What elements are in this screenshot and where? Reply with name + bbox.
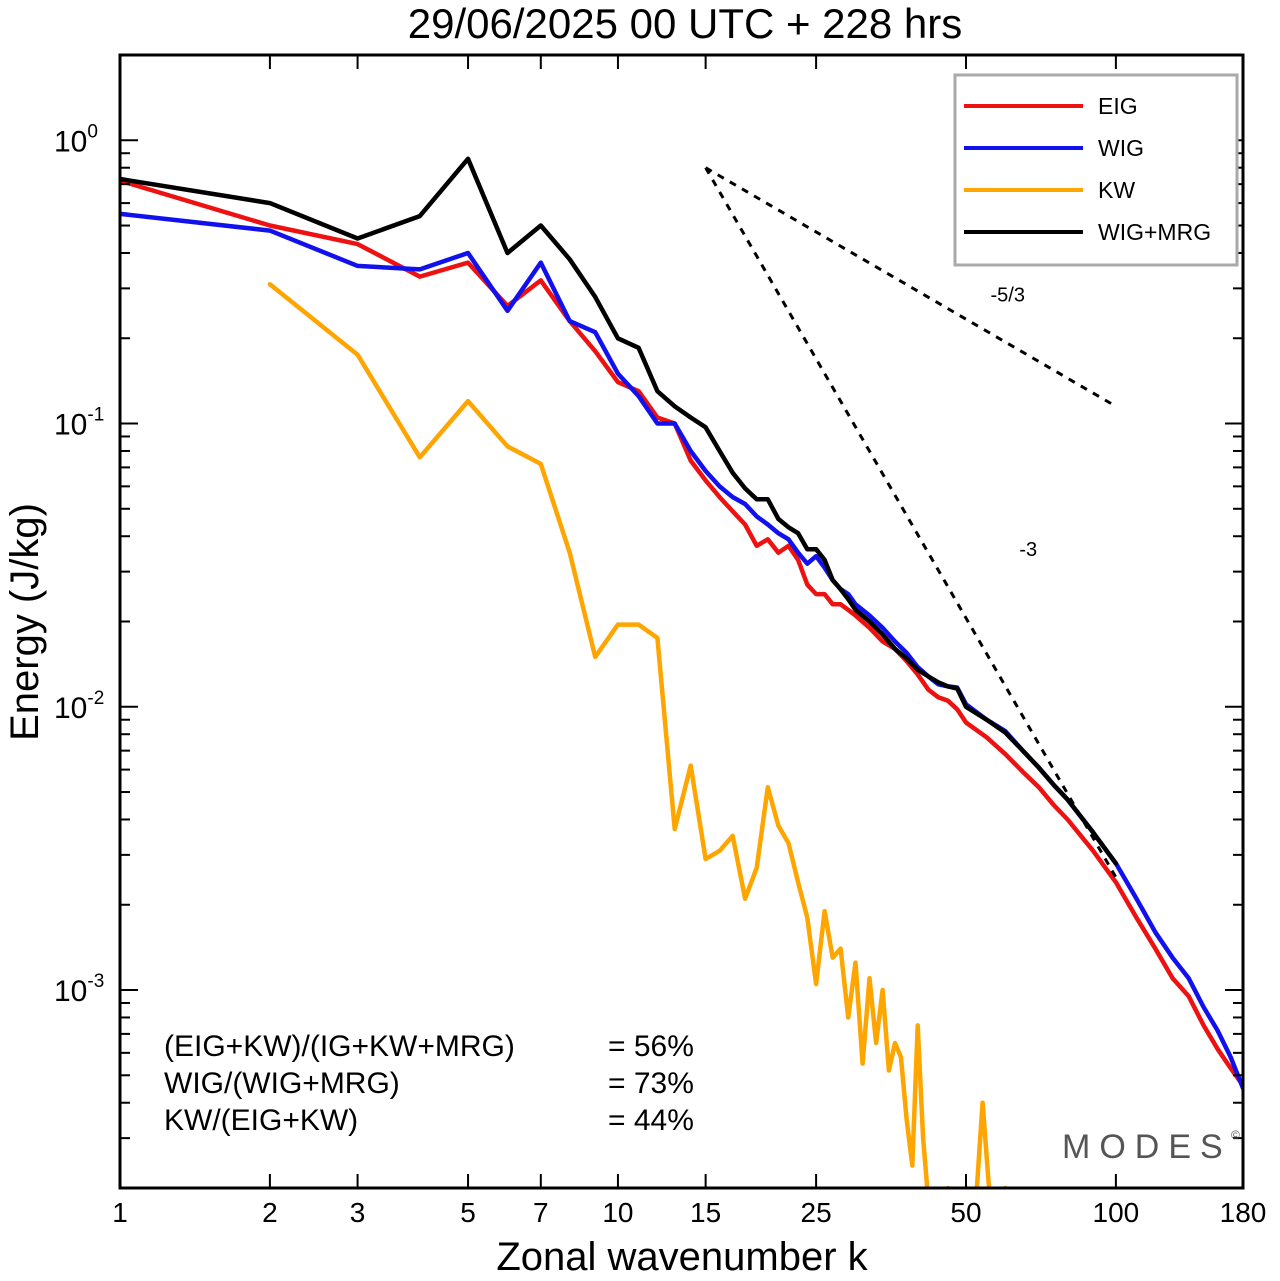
slope-label-1: -3 [1019, 539, 1037, 561]
slope-reference-layer: -5/3 -3 [704, 166, 1118, 879]
ratio-value: = 73% [608, 1067, 694, 1100]
ratio-label: KW/(EIG+KW) [164, 1104, 358, 1137]
ratio-value: = 44% [608, 1104, 694, 1137]
y-tick-label: 100 [54, 121, 98, 158]
x-axis-ticks: 1 2 3 5 7 10 15 25 50 100 180 [112, 55, 1266, 1228]
y-tick-label: 10-2 [54, 688, 104, 725]
x-tick-label: 50 [950, 1197, 981, 1228]
y-axis-label: Energy (J/kg) [3, 503, 47, 741]
x-tick-label: 25 [801, 1197, 832, 1228]
series-line-wig [120, 211, 1243, 1091]
x-tick-label: 3 [350, 1197, 366, 1228]
modes-brand-logo: MODES © [1062, 1128, 1240, 1166]
slope-label-0: -5/3 [991, 284, 1025, 306]
x-tick-label: 5 [460, 1197, 476, 1228]
slope-line-0 [704, 166, 1117, 408]
x-tick-label: 180 [1220, 1197, 1267, 1228]
x-tick-label: 100 [1093, 1197, 1140, 1228]
legend-label: KW [1098, 177, 1135, 203]
ratio-label: WIG/(WIG+MRG) [164, 1067, 400, 1100]
series-line-kw [267, 282, 1008, 1188]
x-axis-label: Zonal wavenumber k [496, 1235, 868, 1279]
brand-text: MODES [1062, 1128, 1232, 1166]
x-tick-label: 2 [262, 1197, 278, 1228]
energy-ratio-annotations: (EIG+KW)/(IG+KW+MRG) = 56% WIG/(WIG+MRG) = … [164, 1030, 694, 1137]
x-tick-label: 10 [602, 1197, 633, 1228]
series-line-eig [120, 178, 1243, 1088]
ratio-label: (EIG+KW)/(IG+KW+MRG) [164, 1030, 515, 1063]
brand-copyright-mark: © [1231, 1128, 1240, 1142]
x-tick-label: 7 [533, 1197, 549, 1228]
y-axis-ticks: 100 10-1 10-2 10-3 [54, 54, 1243, 1189]
x-tick-label: 15 [690, 1197, 721, 1228]
legend-label: WIG+MRG [1098, 219, 1211, 245]
slope-line-1 [704, 166, 1118, 879]
legend-label: WIG [1098, 135, 1144, 161]
series-line-wig-mrg [120, 156, 1119, 866]
ratio-value: = 56% [608, 1030, 694, 1063]
chart-title: 29/06/2025 00 UTC + 228 hrs [408, 0, 963, 47]
x-tick-label: 1 [112, 1197, 128, 1228]
y-tick-label: 10-3 [54, 971, 104, 1008]
y-tick-label: 10-1 [54, 405, 104, 442]
legend: EIG WIG KW WIG+MRG [953, 73, 1239, 267]
legend-label: EIG [1098, 93, 1138, 119]
series-layer [120, 156, 1243, 1188]
